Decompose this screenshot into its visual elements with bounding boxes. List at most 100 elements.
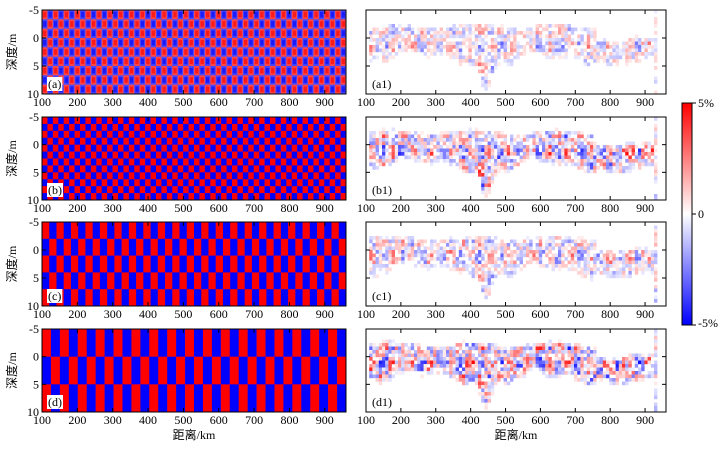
heatmap-cell-core — [53, 39, 58, 46]
heatmap-cell — [580, 27, 584, 32]
heatmap-cell — [599, 55, 603, 60]
heatmap-cell-core — [254, 132, 259, 137]
heatmap-cell — [551, 38, 555, 42]
heatmap-cell-core — [249, 86, 253, 93]
heatmap-cell-core — [276, 139, 280, 144]
heatmap-cell-core — [173, 275, 179, 286]
heatmap-cell — [606, 145, 610, 149]
heatmap-cell-core — [298, 21, 302, 27]
heatmap-cell — [414, 152, 418, 156]
heatmap-cell — [615, 52, 619, 56]
heatmap-cell — [455, 131, 459, 135]
heatmap-cell — [401, 45, 405, 49]
heatmap-cell — [388, 52, 392, 56]
heatmap-cell-core — [243, 187, 248, 192]
heatmap-cell — [474, 267, 479, 272]
x-tick-label: 900 — [316, 201, 334, 215]
heatmap-cell — [516, 264, 520, 268]
heatmap-cell — [372, 253, 376, 258]
heatmap-cell-core — [254, 39, 259, 46]
heatmap-cell-core — [227, 159, 231, 165]
heatmap-cell — [522, 243, 527, 247]
heatmap-cell-core — [325, 77, 329, 83]
heatmap-cell — [404, 134, 408, 139]
heatmap-cell-core — [325, 139, 329, 144]
heatmap-cell — [481, 66, 485, 70]
heatmap-cell-core — [195, 292, 200, 303]
heatmap-cell-core — [195, 86, 199, 93]
heatmap-cell — [558, 159, 562, 163]
heatmap-cell-core — [330, 132, 335, 137]
heatmap-cell — [548, 48, 552, 53]
heatmap-cell — [481, 45, 485, 49]
heatmap-cell — [558, 134, 562, 139]
heatmap-cell — [487, 141, 491, 146]
heatmap-cell-core — [227, 58, 231, 65]
heatmap-cell — [602, 55, 607, 60]
heatmap-cell — [474, 271, 479, 275]
heatmap-cell-core — [336, 146, 340, 151]
heatmap-cell-core — [140, 21, 145, 27]
heatmap-cell-core — [265, 166, 269, 171]
heatmap-cell-core — [151, 173, 155, 178]
heatmap-cell — [593, 55, 597, 60]
heatmap-cell — [500, 253, 504, 258]
heatmap-cell — [481, 285, 485, 289]
heatmap-cell — [558, 148, 562, 153]
heatmap-cell — [561, 159, 565, 163]
heatmap-cell — [641, 264, 645, 268]
heatmap-cell — [497, 246, 501, 251]
heatmap-cell-core — [276, 39, 280, 46]
heatmap-cell-core — [189, 86, 193, 93]
heatmap-cell — [634, 59, 639, 63]
heatmap-cell — [478, 55, 482, 60]
heatmap-cell — [401, 260, 405, 265]
heatmap-cell — [420, 159, 424, 163]
heatmap-cell-core — [86, 275, 92, 286]
heatmap-cell — [554, 52, 559, 56]
heatmap-cell-core — [202, 225, 208, 236]
heatmap-cell-core — [64, 118, 69, 123]
heatmap-cell — [548, 38, 552, 42]
heatmap-cell — [625, 159, 629, 163]
heatmap-cell-core — [309, 194, 313, 199]
heatmap-cell-core — [178, 146, 183, 151]
heatmap-cell — [385, 257, 389, 261]
heatmap-cell-core — [249, 11, 253, 18]
heatmap-cell-core — [64, 180, 69, 185]
heatmap-cell — [439, 134, 443, 139]
heatmap-cell — [404, 243, 408, 247]
heatmap-cell — [631, 257, 635, 261]
heatmap-cell — [644, 148, 648, 153]
heatmap-cell-core — [271, 77, 275, 83]
heatmap-cell — [372, 257, 376, 261]
heatmap-cell-core — [173, 49, 177, 55]
heatmap-cell — [436, 38, 440, 42]
heatmap-cell-core — [64, 30, 69, 37]
heatmap-cell-core — [233, 58, 237, 65]
heatmap-cell — [423, 260, 427, 265]
heatmap-cell — [532, 138, 536, 142]
heatmap-cell-core — [140, 132, 145, 137]
heatmap-cell-core — [249, 21, 253, 27]
heatmap-cell-core — [97, 77, 101, 83]
heatmap-cell — [615, 166, 619, 170]
heatmap-cell — [628, 41, 632, 46]
heatmap-cell — [529, 152, 533, 156]
heatmap-cell-core — [75, 125, 79, 130]
heatmap-cell — [433, 243, 437, 247]
heatmap-cell-core — [227, 173, 231, 178]
heatmap-cell-core — [227, 194, 231, 199]
heatmap-cell-core — [281, 152, 286, 158]
heatmap-cell — [634, 55, 639, 60]
heatmap-cell-core — [330, 77, 335, 83]
heatmap-cell-core — [113, 30, 117, 37]
heatmap-cell-core — [287, 132, 291, 137]
heatmap-cell — [654, 134, 658, 139]
heatmap-cell — [606, 159, 610, 163]
heatmap-cell — [542, 159, 546, 163]
heatmap-cell — [468, 55, 472, 60]
heatmap-cell-core — [336, 21, 340, 27]
heatmap-cell — [545, 243, 549, 247]
heatmap-cell-core — [238, 77, 242, 83]
